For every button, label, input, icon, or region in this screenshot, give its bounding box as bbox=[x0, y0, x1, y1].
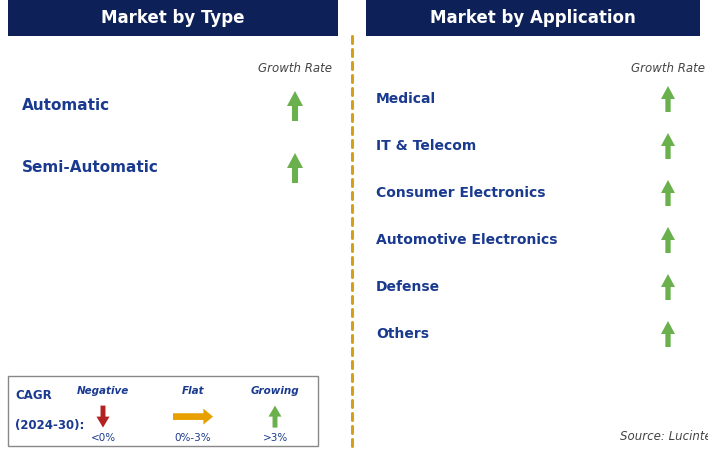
Text: CAGR: CAGR bbox=[15, 389, 52, 402]
Polygon shape bbox=[661, 86, 675, 112]
Text: Growth Rate: Growth Rate bbox=[258, 63, 332, 75]
Polygon shape bbox=[268, 405, 282, 428]
Text: Negative: Negative bbox=[77, 386, 129, 396]
Text: Defense: Defense bbox=[376, 280, 440, 294]
Text: Source: Lucintel: Source: Lucintel bbox=[620, 429, 708, 443]
Text: Automatic: Automatic bbox=[22, 99, 110, 114]
Polygon shape bbox=[661, 227, 675, 253]
Text: 0%-3%: 0%-3% bbox=[175, 433, 211, 443]
Text: Growing: Growing bbox=[251, 386, 299, 396]
Text: Automotive Electronics: Automotive Electronics bbox=[376, 233, 557, 247]
Text: IT & Telecom: IT & Telecom bbox=[376, 139, 476, 153]
FancyBboxPatch shape bbox=[366, 0, 700, 36]
Polygon shape bbox=[661, 274, 675, 300]
Polygon shape bbox=[661, 133, 675, 159]
Polygon shape bbox=[287, 91, 303, 121]
Polygon shape bbox=[661, 180, 675, 206]
Polygon shape bbox=[173, 409, 213, 424]
Text: Others: Others bbox=[376, 327, 429, 341]
Text: Consumer Electronics: Consumer Electronics bbox=[376, 186, 545, 200]
Text: Market by Type: Market by Type bbox=[101, 9, 245, 27]
Text: >3%: >3% bbox=[263, 433, 287, 443]
Text: Growth Rate: Growth Rate bbox=[631, 63, 705, 75]
Text: (2024-30):: (2024-30): bbox=[15, 419, 84, 431]
Text: Medical: Medical bbox=[376, 92, 436, 106]
FancyBboxPatch shape bbox=[8, 376, 318, 446]
Polygon shape bbox=[287, 153, 303, 183]
Text: Flat: Flat bbox=[182, 386, 205, 396]
Polygon shape bbox=[661, 321, 675, 347]
Polygon shape bbox=[96, 405, 110, 428]
Text: Market by Application: Market by Application bbox=[430, 9, 636, 27]
Text: <0%: <0% bbox=[91, 433, 115, 443]
Text: Semi-Automatic: Semi-Automatic bbox=[22, 161, 159, 176]
FancyBboxPatch shape bbox=[8, 0, 338, 36]
